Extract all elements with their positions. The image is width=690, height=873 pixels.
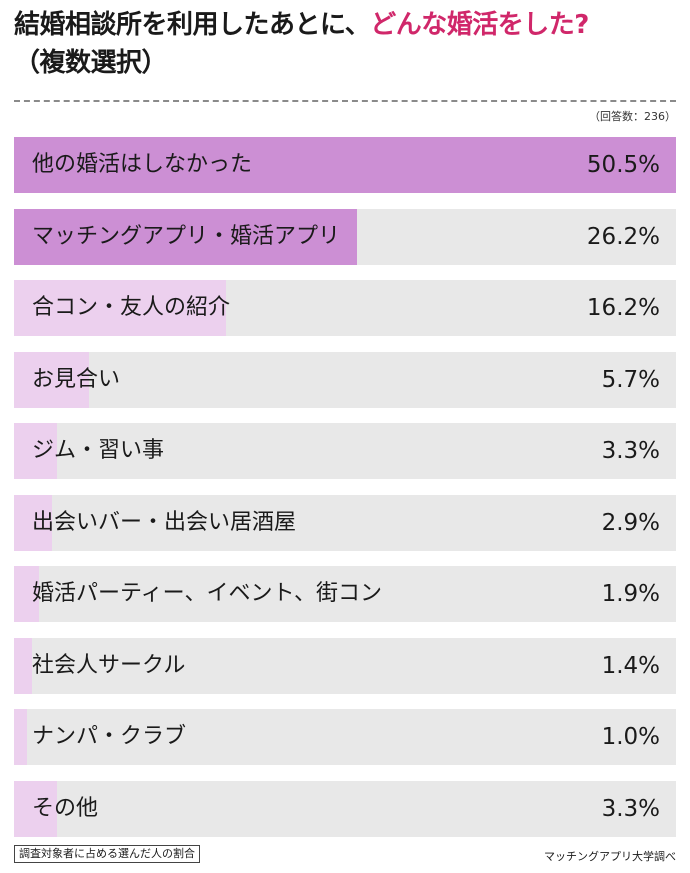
bar-category-label: その他 [32,795,99,821]
bar-row: その他 3.3% [14,780,676,837]
title-divider [14,100,676,102]
bar-row: 合コン・友人の紹介 16.2% [14,280,676,336]
title-highlight: どんな婚活をした? [370,10,589,40]
bar-row: 婚活パーティー、イベント、街コン 1.9% [14,566,676,622]
bar-value-label: 3.3% [601,795,660,822]
bar-fill [14,494,53,551]
bar-category-label: 他の婚活はしなかった [32,152,253,177]
bar-category-label: お見合い [32,366,121,392]
footnote: 調査対象者に占める選んだ人の割合 [14,845,200,863]
bar-fill [14,351,89,408]
bar-category-label: 社会人サークル [32,652,186,678]
bar-category-label: マッチングアプリ・婚活アプリ [32,223,341,249]
bar-category-label: ナンパ・クラブ [32,724,187,749]
bar-value-label: 2.9% [601,509,660,536]
title-sub: （複数選択） [14,48,168,78]
bar-value-label: 1.0% [601,724,660,750]
bar-row: お見合い 5.7% [14,351,676,408]
bar-fill [14,780,58,837]
bar-fill [14,637,33,694]
bar-category-label: 合コン・友人の紹介 [32,295,231,320]
bar-fill [14,709,28,765]
respondents-count: （回答数：236） [589,110,676,123]
bar-fill [14,137,676,193]
bar-category-label: 婚活パーティー、イベント、街コン [32,581,383,606]
bar-value-label: 26.2% [586,223,660,250]
bar-row: 出会いバー・出会い居酒屋 2.9% [14,494,676,551]
bar-row: マッチングアプリ・婚活アプリ 26.2% [14,208,676,265]
bar-category-label: ジム・習い事 [32,438,165,463]
bar-fill [14,423,58,479]
bar-value-label: 1.9% [601,581,660,607]
bar-value-label: 5.7% [601,366,660,393]
bar-row: 社会人サークル 1.4% [14,637,676,694]
bar-category-label: 出会いバー・出会い居酒屋 [32,509,297,535]
chart-title: 結婚相談所を利用したあとに、どんな婚活をした? （複数選択） [14,6,680,82]
bar-value-label: 3.3% [601,438,660,464]
bar-row: ナンパ・クラブ 1.0% [14,709,676,765]
bar-row: 他の婚活はしなかった 50.5% [14,137,676,193]
bar-fill [14,566,39,622]
bar-value-label: 50.5% [586,152,660,178]
bar-fill [14,280,227,336]
bar-fill [14,208,358,265]
bar-row: ジム・習い事 3.3% [14,423,676,479]
bar-value-label: 16.2% [586,295,660,321]
bar-value-label: 1.4% [601,652,660,679]
source-credit: マッチングアプリ大学調べ [544,850,676,863]
title-lead: 結婚相談所を利用したあとに、 [14,10,371,40]
